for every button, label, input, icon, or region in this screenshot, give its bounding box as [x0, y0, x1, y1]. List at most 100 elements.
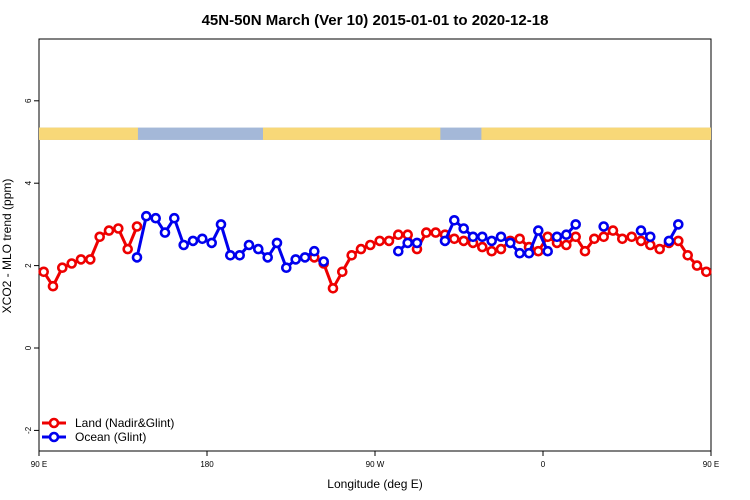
data-point: [672, 235, 684, 247]
data-point: [635, 235, 647, 247]
data-point: [113, 223, 124, 234]
series-ocean: [131, 210, 684, 274]
data-point: [402, 229, 414, 240]
data-point: [467, 231, 479, 243]
x-tick-label: 90 E: [703, 460, 719, 469]
data-point: [159, 227, 171, 238]
data-point: [663, 235, 675, 247]
data-point: [215, 219, 227, 230]
x-tick-label: 90 W: [366, 460, 385, 469]
data-point: [122, 243, 133, 255]
data-point: [514, 247, 526, 259]
data-point: [523, 247, 535, 259]
x-tick-label: 0: [541, 460, 546, 469]
data-point: [336, 266, 348, 278]
data-point: [103, 225, 115, 236]
data-point: [598, 221, 610, 232]
world-map-strip: [39, 127, 711, 140]
x-axis-label: Longitude (deg E): [327, 477, 422, 491]
data-point: [327, 282, 339, 294]
data-point: [458, 223, 470, 234]
data-point: [654, 243, 666, 255]
x-tick-label: 90 E: [31, 460, 47, 469]
data-point: [542, 231, 554, 243]
data-point: [514, 233, 526, 245]
ticks-layer: 90 E 180 90 W 0 90 E -2 0 2 4 6: [24, 98, 719, 469]
data-point: [131, 252, 143, 263]
data-point: [56, 262, 68, 274]
data-point: [346, 250, 358, 261]
data-point: [243, 239, 255, 251]
data-point: [85, 254, 96, 265]
y-axis-label: XCO2 - MLO trend (ppm): [0, 179, 14, 314]
data-point: [448, 233, 460, 245]
y-tick-label: 4: [24, 180, 33, 185]
data-point: [252, 243, 264, 255]
data-point: [495, 243, 507, 255]
data-point: [262, 252, 274, 263]
data-point: [700, 266, 712, 278]
data-point: [476, 231, 488, 243]
legend-label-land: Land (Nadir&Glint): [75, 416, 174, 430]
data-point: [141, 210, 152, 222]
data-point: [542, 245, 554, 257]
y-tick-label: 0: [24, 345, 33, 350]
data-point: [271, 237, 283, 249]
data-point: [280, 262, 292, 274]
chart-title: 45N-50N March (Ver 10) 2015-01-01 to 202…: [202, 12, 549, 29]
data-point: [588, 233, 600, 245]
data-point: [439, 235, 451, 247]
land-band: [39, 127, 138, 140]
data-point: [197, 233, 208, 245]
series-layer: [38, 210, 712, 294]
data-point: [570, 219, 582, 230]
data-point: [290, 254, 302, 265]
data-point: [448, 215, 460, 226]
data-point: [560, 229, 572, 240]
data-point: [598, 231, 610, 243]
data-point: [318, 256, 330, 267]
data-point: [495, 231, 507, 243]
data-point: [458, 235, 470, 247]
data-point: [570, 231, 582, 243]
data-point: [504, 237, 516, 249]
y-tick-label: -2: [24, 426, 33, 434]
data-point: [430, 227, 442, 238]
data-point: [486, 235, 498, 247]
data-point: [150, 212, 161, 224]
data-point: [234, 250, 245, 261]
legend-label-ocean: Ocean (Glint): [75, 430, 146, 444]
data-point: [486, 245, 498, 257]
data-point: [691, 260, 703, 271]
data-point: [476, 241, 488, 253]
land-band: [263, 127, 441, 140]
data-point: [383, 235, 395, 247]
land-band: [481, 127, 711, 140]
data-point: [178, 239, 189, 251]
legend-marker-land: [48, 417, 60, 429]
data-point: [644, 231, 656, 243]
legend-marker-ocean: [48, 431, 60, 443]
data-point: [644, 239, 656, 251]
data-point: [532, 225, 544, 236]
data-point: [532, 245, 544, 257]
data-point: [607, 225, 619, 236]
data-point: [299, 252, 311, 263]
data-point: [402, 237, 414, 249]
data-point: [626, 231, 638, 243]
data-point: [75, 254, 87, 265]
data-point: [66, 258, 77, 269]
data-point: [131, 221, 143, 232]
data-point: [38, 266, 50, 278]
data-point: [308, 245, 320, 257]
data-point: [374, 235, 386, 247]
data-point: [206, 237, 217, 249]
data-point: [672, 219, 684, 230]
data-point: [411, 237, 423, 249]
x-tick-label: 180: [200, 460, 214, 469]
data-point: [579, 245, 591, 257]
data-point: [225, 250, 236, 261]
legend: Land (Nadir&Glint) Ocean (Glint): [42, 416, 174, 444]
data-point: [47, 280, 59, 292]
